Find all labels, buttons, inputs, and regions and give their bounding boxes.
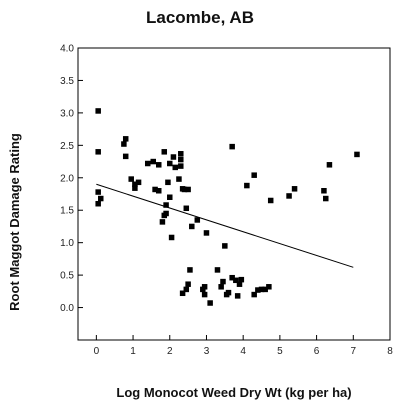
x-tick-label: 1 <box>130 346 136 357</box>
data-point <box>176 176 182 182</box>
data-point <box>207 300 213 306</box>
data-point <box>238 276 245 283</box>
data-point <box>201 284 208 290</box>
data-point <box>233 277 239 284</box>
chart-title: Lacombe, AB <box>145 8 254 27</box>
data-point <box>258 286 265 293</box>
y-tick-label: 0.0 <box>60 303 74 314</box>
data-point <box>128 176 134 182</box>
data-point <box>178 151 184 157</box>
data-point <box>167 194 173 200</box>
data-point <box>354 151 360 158</box>
data-point <box>214 267 221 273</box>
x-tick-label: 3 <box>204 346 210 357</box>
data-point <box>172 164 179 171</box>
data-points <box>95 108 360 306</box>
data-point <box>161 149 168 155</box>
plot-frame <box>77 47 391 341</box>
data-point <box>178 156 184 163</box>
data-point <box>251 291 257 298</box>
y-tick-label: 0.5 <box>60 271 74 282</box>
data-point <box>194 217 201 223</box>
y-tick-label: 4.0 <box>60 44 74 55</box>
data-point <box>165 179 171 186</box>
data-point <box>244 182 250 189</box>
data-point <box>321 188 327 194</box>
data-point <box>201 291 208 298</box>
data-point <box>98 195 104 202</box>
data-point <box>236 281 243 287</box>
data-point <box>286 193 292 199</box>
x-tick-label: 5 <box>277 346 283 357</box>
data-point <box>267 197 274 204</box>
data-point <box>95 189 101 195</box>
data-point <box>222 243 228 249</box>
data-point <box>163 202 169 208</box>
data-point <box>132 181 138 188</box>
y-tick-label: 2.5 <box>60 141 74 152</box>
data-point <box>234 293 241 299</box>
data-point <box>218 284 224 290</box>
data-point <box>266 284 272 290</box>
y-axis: 0.0 0.5 1.0 1.5 2.0 2.5 3.0 3.5 4.0 <box>60 44 83 314</box>
data-point <box>122 153 129 160</box>
data-point <box>144 160 151 167</box>
data-point <box>95 108 101 114</box>
y-tick-label: 1.0 <box>60 238 74 249</box>
data-point <box>152 186 158 193</box>
data-point <box>229 274 235 281</box>
trend-line <box>96 183 354 268</box>
y-tick-label: 3.5 <box>60 76 74 87</box>
x-axis: 0 1 2 3 4 5 6 7 8 <box>94 335 393 357</box>
data-point <box>203 230 210 236</box>
data-point <box>220 278 226 285</box>
data-point <box>225 289 232 296</box>
x-tick-label: 4 <box>240 346 246 357</box>
x-axis-label: Log Monocot Weed Dry Wt (kg per ha) <box>116 385 351 400</box>
data-point <box>95 149 101 155</box>
data-point <box>229 143 235 150</box>
data-point <box>326 162 333 168</box>
data-point <box>323 195 329 202</box>
x-tick-label: 8 <box>387 346 393 357</box>
y-tick-label: 2.0 <box>60 173 74 184</box>
data-point <box>179 290 186 297</box>
data-point <box>132 185 138 191</box>
data-point <box>251 172 257 178</box>
data-point <box>262 286 268 293</box>
data-point <box>183 286 190 293</box>
data-point <box>170 154 177 160</box>
data-point <box>163 210 169 217</box>
data-point <box>168 234 175 241</box>
data-point <box>185 281 191 287</box>
data-point <box>181 186 188 193</box>
data-point <box>156 162 162 168</box>
data-point <box>189 223 195 230</box>
y-axis-label: Root Maggot Damage Rating <box>7 133 22 311</box>
data-point <box>135 179 142 186</box>
x-tick-label: 7 <box>351 346 357 357</box>
x-tick-label: 2 <box>167 346 173 357</box>
data-point <box>187 267 193 273</box>
data-point <box>178 163 184 169</box>
data-point <box>255 287 261 293</box>
x-tick-label: 6 <box>314 346 320 357</box>
data-point <box>150 158 156 165</box>
data-point <box>183 205 190 212</box>
data-point <box>159 219 166 225</box>
data-point <box>156 188 162 194</box>
data-point <box>121 141 127 147</box>
data-point <box>95 200 101 207</box>
data-point <box>291 186 298 192</box>
data-point <box>122 136 129 142</box>
x-tick-label: 0 <box>94 346 100 357</box>
data-point <box>185 186 191 193</box>
y-tick-label: 3.0 <box>60 108 74 119</box>
data-point <box>167 160 173 167</box>
y-tick-label: 1.5 <box>60 206 74 217</box>
